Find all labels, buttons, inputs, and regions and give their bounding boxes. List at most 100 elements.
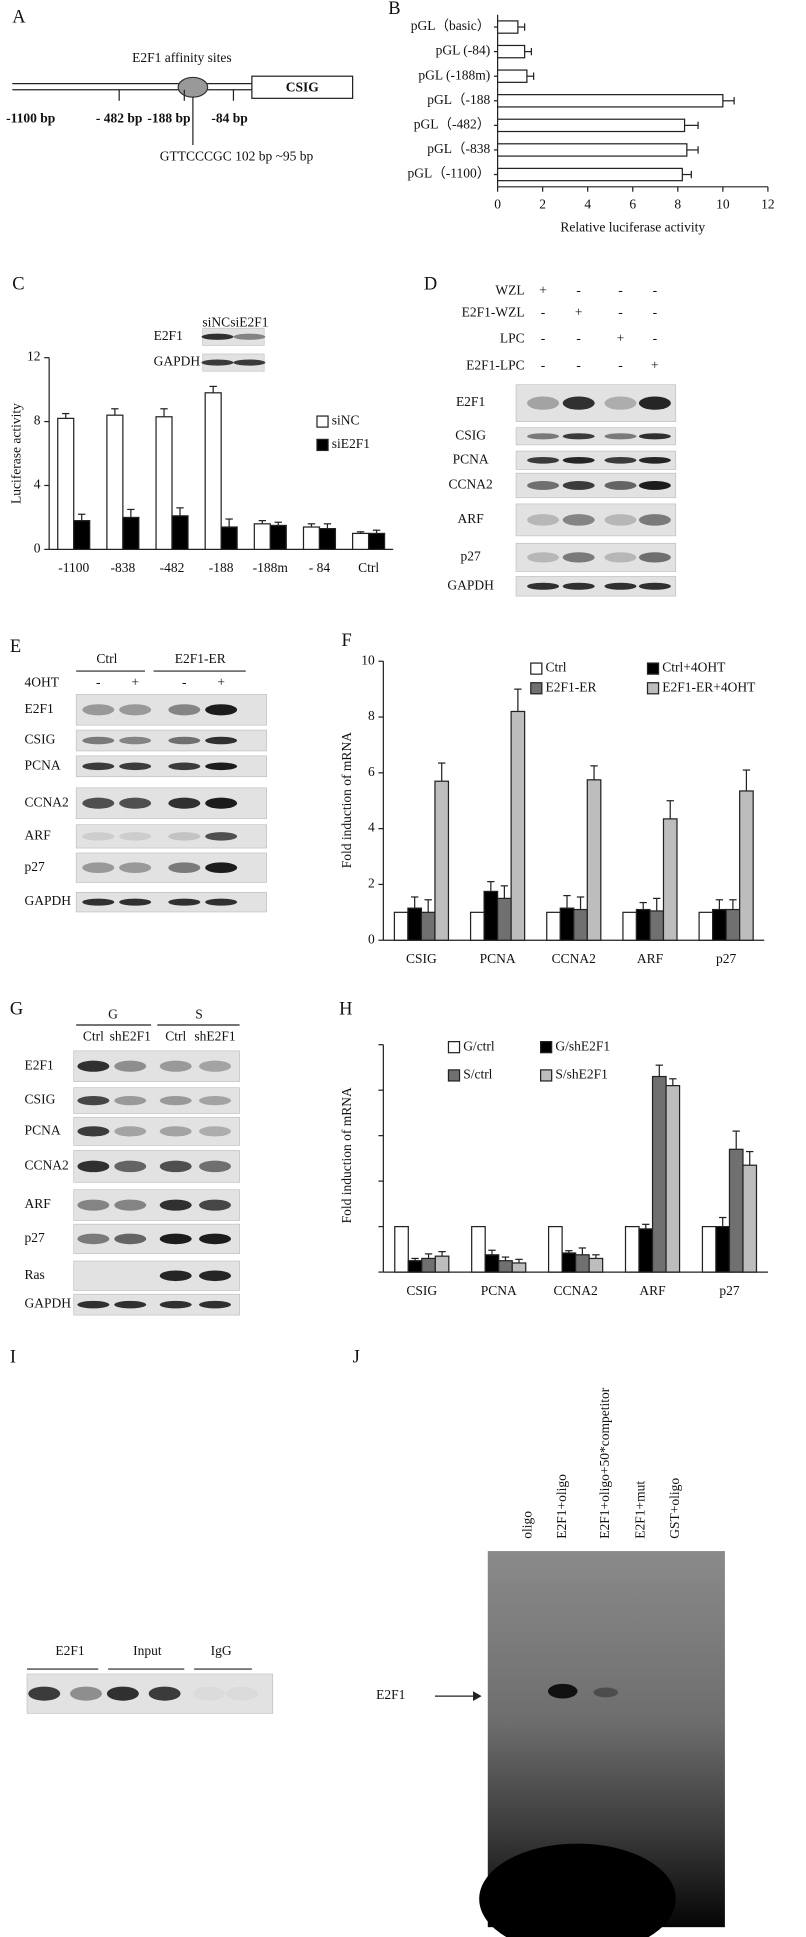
blot-band: [199, 1233, 231, 1245]
bar: [546, 911, 561, 941]
blot-label: GAPDH: [25, 893, 72, 908]
bar: [573, 908, 588, 941]
category-label: CCNA2: [553, 1283, 597, 1298]
blot-strip: [515, 427, 677, 446]
condition-sign: -: [618, 305, 623, 320]
blot-band: [114, 1126, 147, 1137]
group-label: E2F1-ER: [175, 651, 226, 666]
blot-band: [604, 552, 637, 563]
inset-row: E2F1: [154, 328, 183, 343]
blot-band: [205, 797, 238, 809]
bar: [220, 526, 238, 551]
bar: [496, 44, 526, 59]
gene-name: CSIG: [286, 80, 320, 95]
blot-band: [604, 481, 637, 490]
category-label: pGL（-482）: [414, 116, 490, 131]
legend-label: G/shE2F1: [555, 1038, 610, 1053]
blot-band: [119, 797, 152, 809]
y-tick-label: 4: [34, 477, 41, 492]
blot-label: CSIG: [455, 427, 486, 442]
blot-label: ARF: [25, 1196, 52, 1211]
blot-band: [119, 832, 152, 841]
blot-band: [168, 736, 201, 745]
blot-label: PCNA: [453, 451, 489, 466]
bar: [73, 520, 91, 551]
blot-strip: [73, 1293, 240, 1316]
legend-swatch: [539, 1069, 553, 1082]
lane-label: oligo: [519, 1511, 534, 1539]
blot-band: [168, 898, 201, 906]
bar: [511, 1262, 527, 1273]
blot-band: [77, 1233, 110, 1245]
bar: [469, 911, 485, 941]
group-label: Input: [133, 1643, 162, 1658]
treatment-sign: +: [217, 674, 225, 689]
blot-band: [527, 396, 560, 410]
lane-label: E2F1+oligo: [554, 1474, 569, 1539]
category-label: pGL（basic）: [411, 18, 490, 33]
blot-band: [562, 582, 595, 590]
motif: GTTCCCGC 102 bp ~95 bp: [160, 148, 314, 163]
blot-band: [638, 582, 671, 590]
blot-band: [199, 1199, 231, 1211]
bar: [57, 417, 75, 551]
legend-label: Ctrl: [546, 660, 567, 675]
blot-band: [119, 862, 152, 874]
bar: [575, 1254, 590, 1273]
bar: [496, 118, 686, 133]
condition-sign: -: [541, 330, 546, 345]
blot-band: [114, 1233, 147, 1245]
condition-sign: -: [618, 282, 623, 297]
y-tick-label: 2: [368, 876, 375, 891]
blot-label: CSIG: [25, 732, 56, 747]
blot-label: PCNA: [25, 1122, 61, 1137]
legend-swatch: [316, 438, 329, 452]
category-label: - 84: [309, 560, 331, 575]
bar: [496, 94, 724, 108]
bar: [712, 908, 727, 941]
bar: [559, 907, 575, 941]
position-label: -188 bp: [147, 110, 190, 125]
blot-band: [77, 1126, 110, 1137]
blot-band: [604, 514, 637, 526]
bar: [649, 910, 665, 941]
blot-band: [168, 832, 201, 841]
bar: [318, 528, 337, 551]
treatment-sign: +: [131, 674, 139, 689]
lane-label: E2F1+mut: [632, 1481, 647, 1539]
bar: [421, 1257, 436, 1273]
blot-band: [159, 1199, 192, 1211]
blot-band: [638, 481, 671, 490]
bar: [624, 1225, 640, 1273]
blot-band: [159, 1270, 192, 1282]
blot-band: [199, 1160, 231, 1173]
bar: [728, 1148, 744, 1273]
bar: [622, 911, 638, 941]
x-tick-label: 8: [674, 196, 681, 211]
x-tick-label: 0: [494, 196, 501, 211]
blot-band: [604, 396, 637, 410]
blot-band: [28, 1686, 61, 1701]
category-label: -188m: [253, 560, 289, 575]
condition-sign: -: [541, 357, 546, 372]
legend-swatch: [447, 1069, 461, 1082]
y-tick-label: 8: [368, 708, 375, 723]
blot-band: [201, 359, 234, 366]
bar: [171, 515, 189, 551]
arrow-head: [473, 1691, 482, 1702]
blot-band: [527, 552, 560, 563]
bar: [496, 897, 512, 941]
legend-label: S/ctrl: [463, 1067, 492, 1082]
bar: [269, 524, 287, 551]
panel-label: J: [353, 1346, 360, 1366]
blot-band: [199, 1095, 231, 1106]
blot-band: [168, 704, 201, 716]
blot-label: PCNA: [25, 757, 61, 772]
blot-band: [159, 1095, 192, 1106]
blot-band: [562, 514, 595, 526]
blot-band: [527, 456, 560, 464]
blot-band: [527, 582, 560, 590]
legend-swatch: [646, 682, 660, 695]
condition-sign: -: [576, 330, 581, 345]
